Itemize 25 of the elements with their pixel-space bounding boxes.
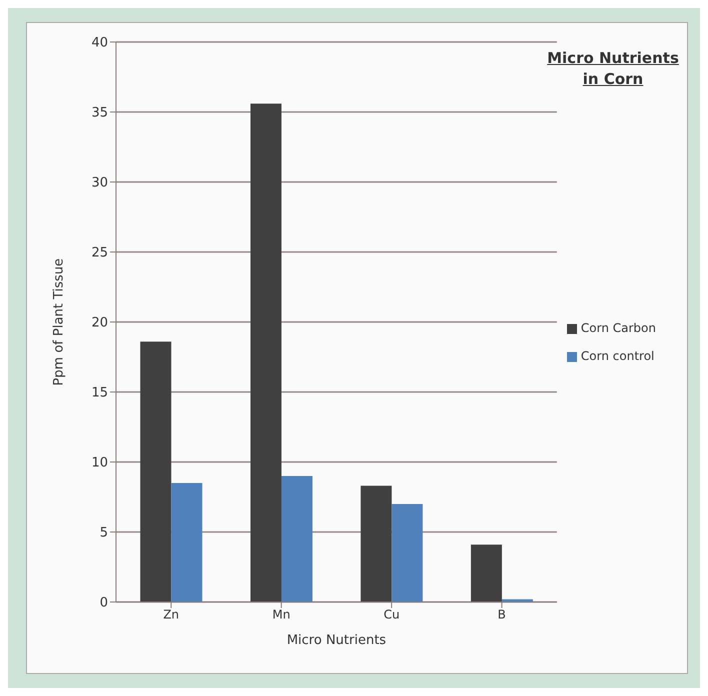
y-tick-label: 5: [100, 526, 108, 541]
y-tick-label: 25: [91, 246, 108, 261]
bar: [392, 504, 423, 602]
y-tick-label: 15: [91, 386, 108, 401]
x-tick-label: Mn: [272, 608, 290, 622]
y-tick-label: 40: [91, 36, 108, 51]
bar: [140, 342, 172, 602]
y-tick-label: 30: [91, 176, 108, 191]
bar: [470, 544, 502, 602]
x-tick-label: Cu: [384, 608, 400, 622]
legend-label: Corn Carbon: [580, 321, 656, 335]
y-tick-label: 10: [91, 456, 108, 471]
x-tick-label: B: [498, 608, 506, 622]
bar: [281, 476, 312, 602]
y-tick-label: 20: [91, 316, 108, 331]
bar: [250, 104, 282, 602]
y-tick-label: 35: [91, 106, 108, 121]
bar: [360, 486, 392, 602]
x-axis-title: Micro Nutrients: [286, 633, 386, 648]
legend-label: Corn control: [580, 349, 654, 363]
bar: [171, 483, 202, 602]
y-tick-label: 0: [100, 596, 108, 611]
x-tick-label: Zn: [163, 608, 180, 622]
text: Micro Nutrients in Corn: [546, 48, 680, 90]
y-axis-title: Ppm of Plant Tissue: [52, 258, 67, 386]
